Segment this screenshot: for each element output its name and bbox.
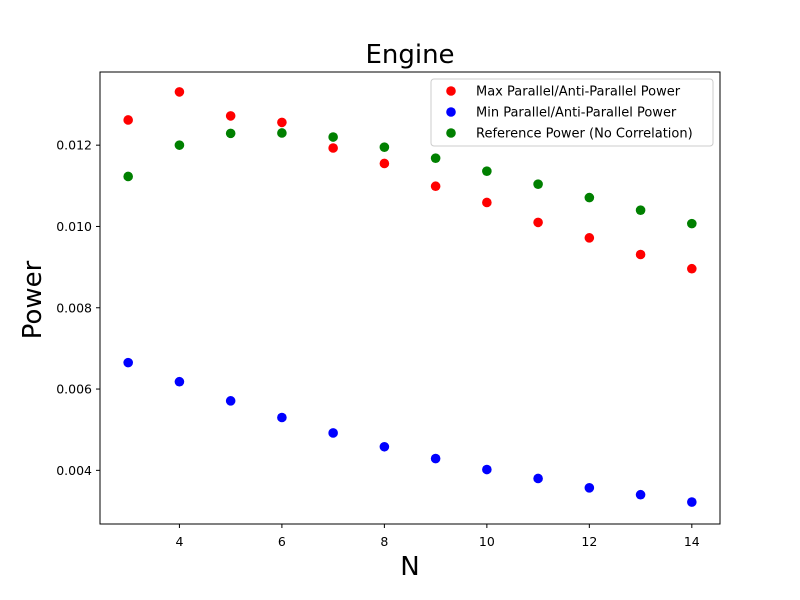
x-axis-ticks: 4 6 8 10 12 14 xyxy=(175,524,700,549)
x-tick-label: 14 xyxy=(684,534,700,549)
series-1-point xyxy=(174,376,185,387)
series-0-point xyxy=(225,111,236,121)
legend-marker-2 xyxy=(446,128,456,138)
y-tick-label: 0.010 xyxy=(56,219,92,234)
x-tick-label: 8 xyxy=(380,534,388,549)
series-2-point xyxy=(635,205,646,216)
x-tick-label: 4 xyxy=(175,534,183,549)
series-2-point xyxy=(687,218,697,229)
x-tick-label: 12 xyxy=(581,534,597,549)
data-points xyxy=(123,87,697,507)
y-tick-label: 0.008 xyxy=(56,300,92,315)
plot-area xyxy=(99,71,721,525)
series-2-point xyxy=(123,171,133,182)
series-2-point xyxy=(482,166,492,176)
y-axis-ticks: 0.004 0.006 0.008 0.010 0.012 xyxy=(56,138,100,478)
series-1-point xyxy=(687,497,697,507)
legend-label-2: Reference Power (No Correlation) xyxy=(476,127,693,142)
legend-label-0: Max Parallel/Anti-Parallel Power xyxy=(476,85,681,100)
series-1-point xyxy=(482,464,492,475)
legend-box xyxy=(430,78,714,147)
x-tick-label: 6 xyxy=(278,534,286,549)
y-tick-label: 0.012 xyxy=(56,138,92,153)
series-2-point xyxy=(328,132,338,142)
x-tick-label: 10 xyxy=(479,534,495,549)
series-1-point xyxy=(430,453,441,464)
y-tick-label: 0.004 xyxy=(56,463,92,478)
series-2-point xyxy=(379,142,390,152)
series-2-point xyxy=(277,128,287,138)
series-0-point xyxy=(328,143,338,153)
series-1-point xyxy=(533,473,543,484)
series-0-point xyxy=(533,217,543,228)
series-0-point xyxy=(123,115,133,125)
series-1-point xyxy=(225,396,236,406)
series-2-point xyxy=(225,128,236,139)
series-0-point xyxy=(482,197,492,208)
series-1-point xyxy=(123,357,133,368)
legend-marker-1 xyxy=(446,107,456,117)
series-2-point xyxy=(430,153,441,163)
series-0-point xyxy=(687,263,697,274)
series-1-point xyxy=(277,412,287,423)
series-0-point xyxy=(430,181,441,192)
series-1-point xyxy=(379,441,390,452)
x-axis-label: N xyxy=(400,552,419,582)
series-1-point xyxy=(635,489,646,500)
series-0-point xyxy=(174,87,185,97)
legend-label-1: Min Parallel/Anti-Parallel Power xyxy=(476,106,677,121)
axes-frame xyxy=(99,71,721,525)
series-0-point xyxy=(635,249,646,260)
y-axis-label: Power xyxy=(18,260,48,339)
legend-marker-0 xyxy=(446,86,456,96)
series-2-point xyxy=(533,179,543,189)
series-0-point xyxy=(277,117,287,128)
legend: Max Parallel/Anti-Parallel Power Min Para… xyxy=(430,78,714,147)
series-0-point xyxy=(584,233,595,243)
y-tick-label: 0.006 xyxy=(56,382,92,397)
series-1-point xyxy=(584,483,595,493)
series-0-point xyxy=(379,158,390,169)
series-2-point xyxy=(174,140,185,150)
chart-title: Engine xyxy=(365,40,454,70)
series-2-point xyxy=(584,192,595,203)
series-1-point xyxy=(328,428,338,438)
